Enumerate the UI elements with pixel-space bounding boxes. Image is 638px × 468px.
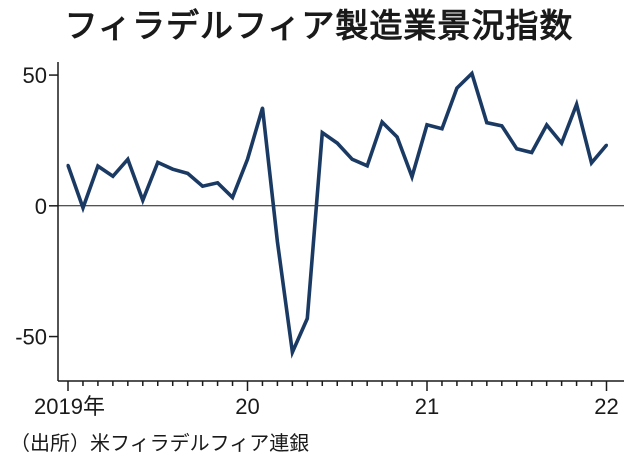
data-point	[290, 350, 294, 354]
data-point	[260, 106, 264, 110]
data-point	[216, 181, 220, 185]
x-axis-ticks: 2019年 20 21 22	[34, 381, 619, 419]
data-point	[96, 164, 100, 168]
data-point	[320, 131, 324, 135]
source-note: （出所）米フィラデルフィア連銀	[10, 431, 310, 455]
data-point	[590, 161, 594, 165]
data-point	[275, 240, 279, 244]
data-point	[575, 102, 579, 106]
y-tick-label: 50	[23, 63, 47, 88]
data-point	[455, 86, 459, 90]
data-point	[186, 171, 190, 175]
data-point	[380, 120, 384, 124]
data-point	[171, 167, 175, 171]
data-point	[395, 135, 399, 139]
y-tick-label: 0	[35, 194, 47, 219]
data-point	[470, 72, 474, 76]
data-point	[201, 184, 205, 188]
y-axis-ticks: 50 0 -50	[15, 63, 58, 350]
data-point	[500, 124, 504, 128]
data-point	[111, 174, 115, 178]
y-tick-label: -50	[15, 325, 47, 350]
data-point	[530, 150, 534, 154]
data-point	[246, 157, 249, 161]
x-tick-label: 2019年	[34, 394, 105, 419]
data-point	[81, 206, 85, 210]
data-point	[410, 175, 414, 179]
data-point	[545, 123, 549, 127]
data-point	[515, 147, 519, 151]
x-tick-label: 21	[415, 394, 439, 419]
data-point	[335, 141, 339, 145]
x-tick-label: 22	[594, 394, 618, 419]
data-point	[560, 141, 564, 145]
data-point	[66, 163, 70, 167]
data-point	[141, 198, 145, 202]
data-point	[440, 127, 444, 131]
data-point	[365, 164, 369, 168]
x-tick-label: 20	[235, 394, 259, 419]
data-point	[485, 121, 489, 125]
chart-title: フィラデルフィア製造業景況指数	[64, 6, 574, 45]
data-point	[305, 317, 309, 321]
data-points	[66, 72, 608, 354]
data-point	[231, 195, 235, 199]
data-point	[350, 157, 354, 161]
data-point	[156, 160, 160, 164]
data-point	[425, 123, 429, 127]
series-line	[66, 70, 608, 359]
data-point	[605, 143, 608, 147]
data-point	[126, 157, 130, 161]
